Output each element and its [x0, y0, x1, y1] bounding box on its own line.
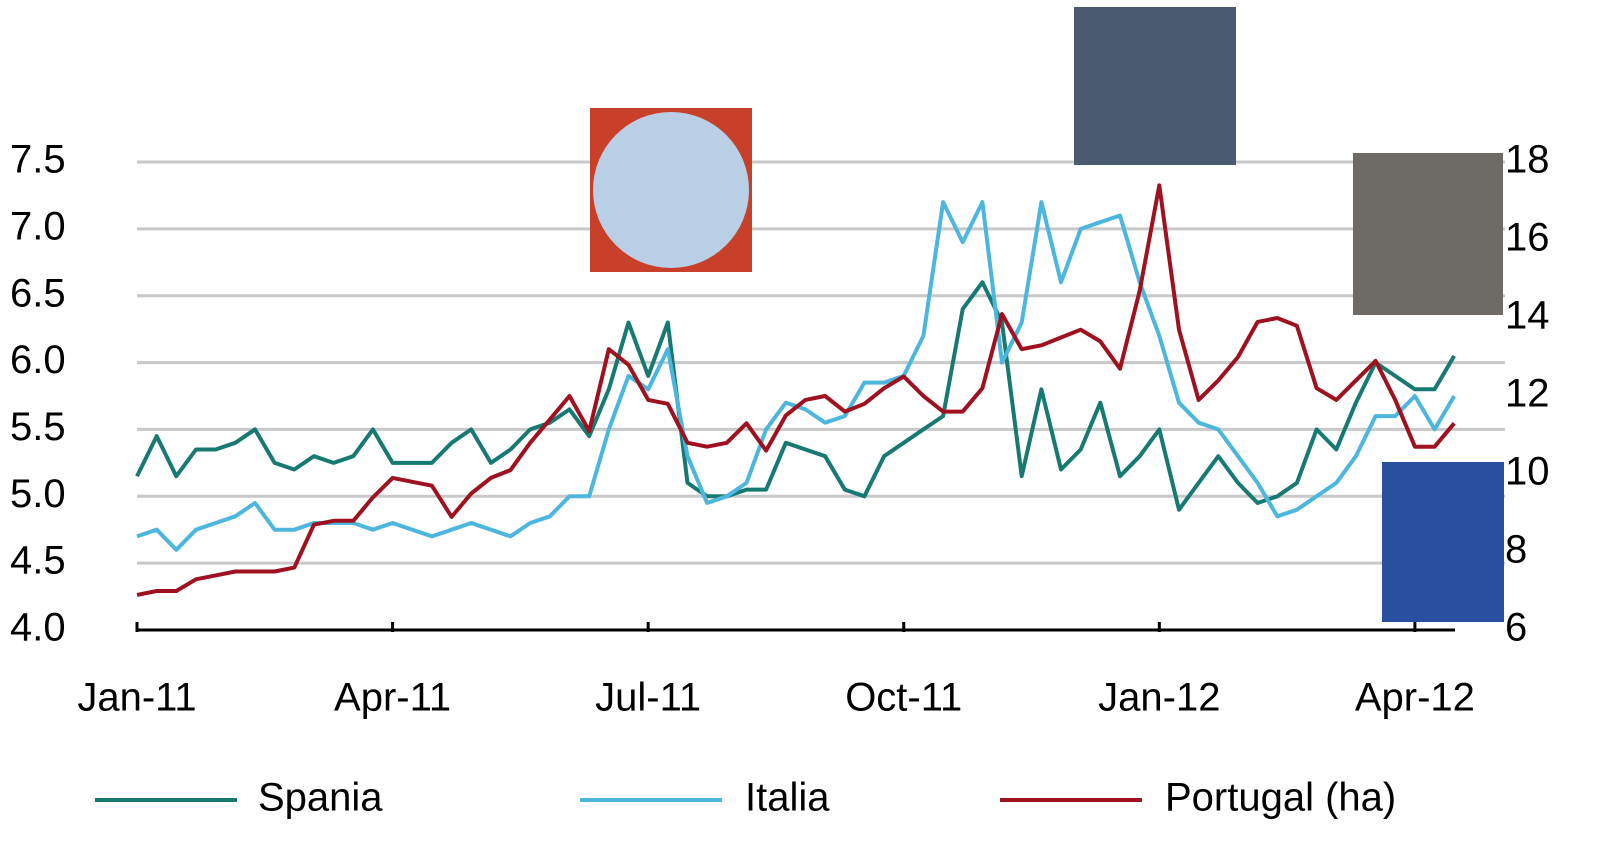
y-tick-label: 6.5 — [10, 271, 66, 315]
photo — [1353, 153, 1503, 315]
x-tick-label: Apr-11 — [334, 676, 451, 720]
photo — [1074, 7, 1236, 165]
series-line — [136, 183, 1456, 597]
photo-portrait — [593, 112, 749, 268]
y2-tick-label: 16 — [1505, 216, 1550, 260]
y-tick-label: 6.0 — [10, 338, 66, 382]
y2-tick-label: 6 — [1505, 606, 1527, 650]
y-tick-label: 5.0 — [10, 472, 66, 516]
y-tick-label: 4.5 — [10, 539, 66, 583]
y2-tick-label: 18 — [1505, 138, 1550, 182]
y2-tick-label: 10 — [1505, 450, 1550, 494]
series-line — [135, 280, 1456, 512]
photo — [1382, 462, 1504, 622]
y-tick-label: 5.5 — [10, 405, 66, 449]
x-tick-label: Apr-12 — [1355, 676, 1475, 720]
x-tick-label: Jan-12 — [1098, 676, 1220, 720]
legend-label: Italia — [745, 776, 830, 820]
y2-tick-label: 12 — [1505, 372, 1550, 416]
legend-label: Spania — [258, 776, 383, 820]
x-tick-label: Jul-11 — [595, 676, 701, 720]
legend-label: Portugal (ha) — [1165, 776, 1396, 820]
y2-tick-label: 8 — [1505, 528, 1527, 572]
y-tick-label: 7.5 — [10, 138, 66, 182]
y-tick-label: 7.0 — [10, 204, 66, 248]
x-tick-label: Oct-11 — [845, 676, 962, 720]
x-tick-label: Jan-11 — [77, 676, 196, 720]
y2-tick-label: 14 — [1505, 294, 1550, 338]
y-tick-label: 4.0 — [10, 606, 66, 650]
